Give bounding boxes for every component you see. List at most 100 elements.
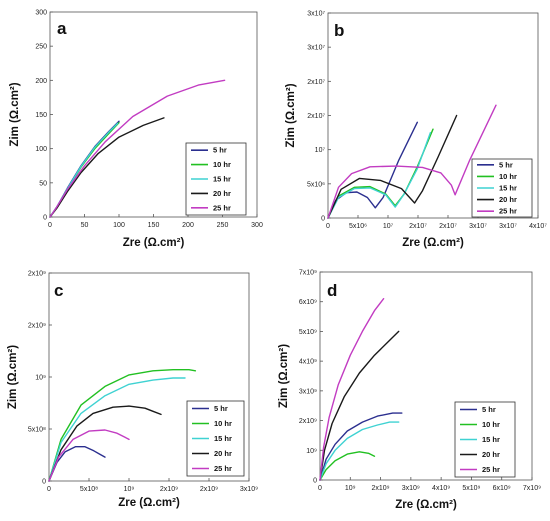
series-line xyxy=(48,369,197,482)
x-tick-label: 5x10⁹ xyxy=(462,485,480,492)
x-tick-label: 250 xyxy=(217,222,229,229)
legend-label: 5 hr xyxy=(214,404,228,413)
y-tick-label: 0 xyxy=(321,216,325,223)
x-tick-label: 200 xyxy=(182,222,194,229)
x-tick-label: 150 xyxy=(148,222,160,229)
y-tick-label: 300 xyxy=(35,10,47,17)
series-line xyxy=(319,298,385,481)
series-line xyxy=(327,114,458,219)
y-tick-label: 2x10⁷ xyxy=(307,113,325,120)
y-axis-label: Zim (Ω.cm²) xyxy=(9,82,21,146)
y-tick-label: 0 xyxy=(43,215,47,222)
y-tick-label: 3x10⁹ xyxy=(299,388,317,395)
x-tick-label: 10⁹ xyxy=(345,485,356,492)
legend-label: 15 hr xyxy=(499,184,517,193)
x-tick-label: 7x10⁹ xyxy=(523,485,541,492)
panel-letter: d xyxy=(327,281,337,300)
y-axis-label: Zim (Ω.cm²) xyxy=(7,345,19,409)
y-tick-label: 6x10⁹ xyxy=(299,299,317,306)
y-tick-label: 5x10⁹ xyxy=(299,329,317,336)
x-axis-label: Zre (Ω.cm²) xyxy=(402,237,464,249)
series-line xyxy=(319,330,400,481)
y-tick-label: 10⁷ xyxy=(315,147,326,154)
y-tick-label: 150 xyxy=(35,112,47,119)
y-tick-label: 0 xyxy=(313,478,317,485)
legend-label: 15 hr xyxy=(482,435,500,444)
legend-label: 20 hr xyxy=(213,189,231,198)
legend: 5 hr 10 hr 15 hr 20 hr 25 hr xyxy=(185,142,247,216)
y-tick-label: 3x10⁷ xyxy=(307,45,325,52)
y-tick-label: 50 xyxy=(39,180,47,187)
panel-d: 0 10⁹ 2x10⁹ 3x10⁹ 4x10⁹ 5x10⁹ 6x10⁹ 7x10⁹ 0 10⁹ 2x… xyxy=(278,270,541,512)
x-tick-label: 3x10⁷ xyxy=(499,223,517,230)
legend-label: 10 hr xyxy=(482,420,500,429)
series-line xyxy=(48,377,186,482)
series-line xyxy=(327,104,497,219)
y-tick-label: 200 xyxy=(35,78,47,85)
y-tick-label: 3x10⁷ xyxy=(307,11,325,18)
x-tick-label: 4x10⁹ xyxy=(432,485,450,492)
y-axis-label: Zim (Ω.cm²) xyxy=(285,83,297,147)
x-tick-label: 6x10⁹ xyxy=(493,485,511,492)
y-tick-label: 10⁹ xyxy=(35,375,46,382)
legend-label: 5 hr xyxy=(213,146,227,155)
y-tick-label: 7x10⁹ xyxy=(299,270,317,277)
x-tick-label: 100 xyxy=(113,222,125,229)
x-tick-label: 10⁷ xyxy=(383,223,394,230)
legend-label: 5 hr xyxy=(482,405,496,414)
legend-label: 10 hr xyxy=(213,160,231,169)
panel-c: 0 5x10⁸ 10⁹ 2x10⁹ 2x10⁹ 3x10⁹ 0 5x10⁸ 10⁹ 2x10⁹ 2x… xyxy=(7,271,258,510)
x-axis-label: Zre (Ω.cm²) xyxy=(118,497,180,509)
x-tick-label: 4x10⁷ xyxy=(529,223,547,230)
x-tick-label: 0 xyxy=(326,223,330,230)
series-line xyxy=(319,421,400,481)
x-tick-label: 2x10⁹ xyxy=(371,485,389,492)
x-tick-label: 2x10⁷ xyxy=(439,223,457,230)
y-tick-label: 100 xyxy=(35,146,47,153)
x-tick-label: 2x10⁹ xyxy=(160,486,178,493)
y-tick-label: 2x10⁹ xyxy=(28,271,46,278)
x-tick-label: 5x10⁸ xyxy=(80,486,98,493)
panel-letter: a xyxy=(57,19,67,38)
y-axis-label: Zim (Ω.cm²) xyxy=(278,344,290,408)
series-line xyxy=(48,405,162,482)
legend-label: 10 hr xyxy=(214,419,232,428)
legend-label: 20 hr xyxy=(499,195,517,204)
legend-label: 25 hr xyxy=(214,464,232,473)
series-line xyxy=(49,117,165,218)
series-line xyxy=(49,79,226,218)
panel-letter: c xyxy=(54,281,63,300)
x-tick-label: 2x10⁹ xyxy=(200,486,218,493)
legend-label: 15 hr xyxy=(214,434,232,443)
x-tick-label: 5x10⁶ xyxy=(349,223,367,230)
plot-frame xyxy=(319,271,533,481)
legend: 5 hr 10 hr 15 hr 20 hr 25 hr xyxy=(454,401,516,478)
legend-label: 25 hr xyxy=(482,465,500,474)
legend-label: 5 hr xyxy=(499,160,513,169)
series-line xyxy=(319,412,403,481)
x-tick-label: 2x10⁷ xyxy=(409,223,427,230)
panel-a: 0 50 100 150 200 250 300 0 50 100 150 200 250 300 Zre … xyxy=(9,10,263,250)
x-tick-label: 10⁹ xyxy=(124,486,135,493)
y-tick-label: 2x10⁹ xyxy=(299,418,317,425)
y-tick-label: 2x10⁹ xyxy=(28,323,46,330)
series-line xyxy=(48,429,130,482)
series-line xyxy=(327,131,432,219)
y-tick-label: 4x10⁹ xyxy=(299,359,317,366)
x-tick-label: 0 xyxy=(48,222,52,229)
series-line xyxy=(319,451,376,481)
legend-label: 20 hr xyxy=(482,450,500,459)
series-line xyxy=(48,446,106,482)
x-axis-label: Zre (Ω.cm²) xyxy=(123,237,185,249)
x-tick-label: 0 xyxy=(318,485,322,492)
y-tick-label: 0 xyxy=(42,479,46,486)
x-tick-label: 3x10⁹ xyxy=(402,485,420,492)
legend-label: 15 hr xyxy=(213,175,231,184)
y-tick-label: 5x10⁸ xyxy=(28,427,46,434)
x-tick-label: 50 xyxy=(81,222,89,229)
x-tick-label: 300 xyxy=(251,222,263,229)
x-tick-label: 0 xyxy=(47,486,51,493)
legend-label: 25 hr xyxy=(499,207,517,216)
panel-letter: b xyxy=(334,21,344,40)
